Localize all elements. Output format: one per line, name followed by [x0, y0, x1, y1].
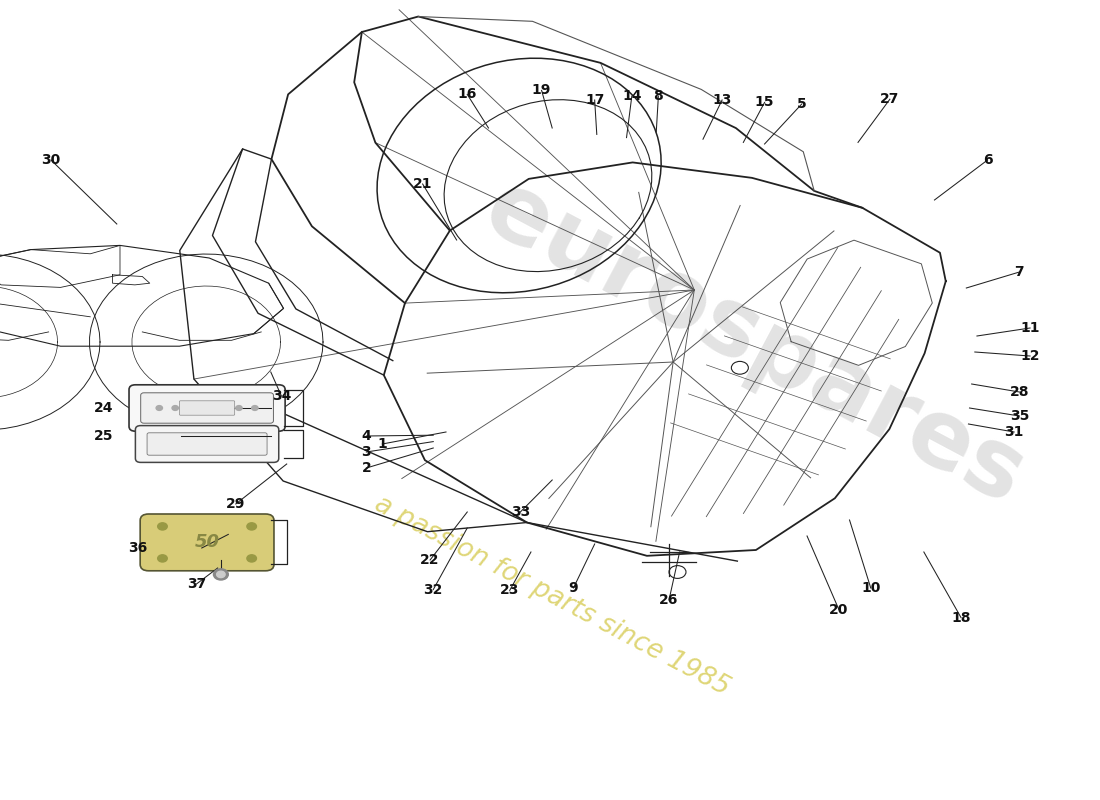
Text: 22: 22: [420, 553, 440, 567]
Text: 16: 16: [458, 87, 477, 102]
Text: 9: 9: [569, 581, 579, 595]
Text: 10: 10: [861, 581, 880, 595]
Circle shape: [204, 406, 210, 410]
Circle shape: [235, 406, 242, 410]
Circle shape: [252, 406, 258, 410]
Circle shape: [213, 569, 229, 580]
FancyBboxPatch shape: [141, 393, 274, 423]
Text: eurospares: eurospares: [469, 163, 1039, 525]
Text: 25: 25: [95, 429, 113, 443]
Circle shape: [220, 406, 227, 410]
Text: 28: 28: [1010, 385, 1030, 399]
FancyBboxPatch shape: [179, 401, 234, 415]
Text: 31: 31: [1004, 425, 1024, 439]
FancyBboxPatch shape: [147, 433, 267, 455]
Text: 15: 15: [755, 95, 774, 110]
Circle shape: [157, 523, 167, 530]
Text: 18: 18: [952, 610, 971, 625]
Circle shape: [217, 571, 226, 578]
Text: a passion for parts since 1985: a passion for parts since 1985: [371, 491, 734, 701]
FancyBboxPatch shape: [140, 514, 274, 571]
Text: 17: 17: [585, 93, 604, 107]
Text: 23: 23: [500, 583, 519, 598]
Text: 4: 4: [362, 429, 371, 443]
Text: 34: 34: [272, 389, 292, 403]
Circle shape: [172, 406, 178, 410]
Text: 24: 24: [95, 401, 113, 415]
Text: 32: 32: [424, 582, 443, 597]
Text: 13: 13: [713, 93, 732, 107]
Text: 50: 50: [195, 534, 220, 551]
Text: 37: 37: [187, 577, 206, 591]
Text: 19: 19: [532, 83, 551, 98]
Text: 14: 14: [623, 89, 641, 103]
Text: 30: 30: [42, 153, 60, 167]
Text: 6: 6: [982, 153, 992, 167]
Text: 2: 2: [362, 461, 371, 475]
Circle shape: [157, 555, 167, 562]
Text: 3: 3: [362, 445, 371, 459]
Text: 36: 36: [129, 541, 147, 555]
Text: 8: 8: [653, 89, 663, 103]
Circle shape: [246, 555, 256, 562]
Circle shape: [246, 523, 256, 530]
Text: 35: 35: [1010, 409, 1030, 423]
Text: 1: 1: [377, 437, 387, 451]
Circle shape: [188, 406, 195, 410]
Text: 27: 27: [880, 92, 900, 106]
Text: 21: 21: [412, 177, 432, 191]
Text: 26: 26: [659, 593, 679, 607]
Text: 33: 33: [510, 505, 530, 519]
Text: 20: 20: [829, 602, 848, 617]
FancyBboxPatch shape: [129, 385, 285, 431]
Text: 5: 5: [796, 97, 806, 111]
FancyBboxPatch shape: [135, 426, 278, 462]
Text: 7: 7: [1014, 265, 1024, 279]
Text: 12: 12: [1021, 349, 1040, 363]
Text: 11: 11: [1021, 321, 1040, 335]
Circle shape: [156, 406, 163, 410]
Text: 29: 29: [227, 497, 245, 511]
